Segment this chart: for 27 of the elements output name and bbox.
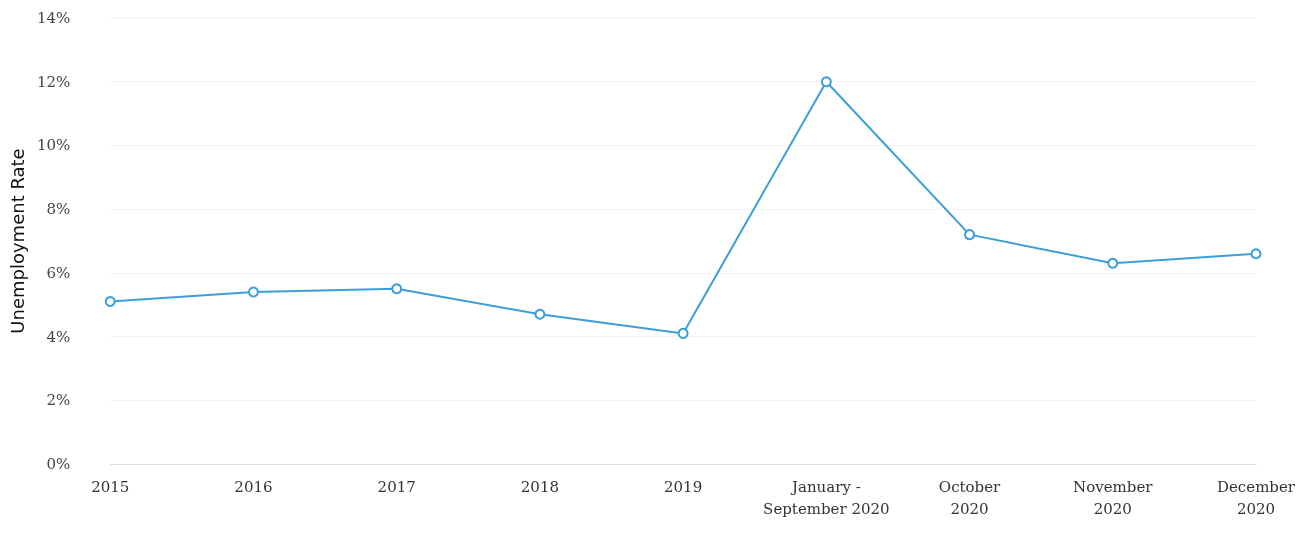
point <box>391 283 403 295</box>
x-tick-label: December 2020 <box>1216 478 1296 518</box>
x-tick-label: January - September 2020 <box>763 478 890 518</box>
point <box>964 229 976 241</box>
point <box>820 76 832 88</box>
y-tick-label: 10% <box>36 136 71 155</box>
point <box>1107 257 1119 269</box>
x-tick-label: 2015 <box>91 478 130 496</box>
x-tick-label: November 2020 <box>1073 478 1154 518</box>
y-tick-label: 12% <box>36 72 71 91</box>
y-tick-label: 6% <box>46 263 71 282</box>
y-tick-label: 0% <box>46 455 71 473</box>
x-tick-label: October 2020 <box>938 478 1002 518</box>
point <box>247 286 259 298</box>
y-tick-label: 8% <box>46 200 71 219</box>
y-tick-label: 4% <box>46 327 71 346</box>
y-tick-label: 2% <box>46 391 71 410</box>
x-tick-label: 2016 <box>234 478 273 496</box>
point <box>534 308 546 320</box>
point <box>677 327 689 339</box>
x-tick-label: 2018 <box>520 478 559 496</box>
x-tick-label: 2017 <box>377 478 416 496</box>
point <box>1250 248 1262 260</box>
x-tick-label: 2019 <box>664 478 703 496</box>
point <box>104 296 116 308</box>
y-axis-title: Unemployment Rate <box>6 148 28 334</box>
y-tick-label: 14% <box>36 9 71 27</box>
